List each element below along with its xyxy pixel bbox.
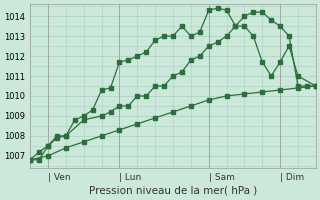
- X-axis label: Pression niveau de la mer( hPa ): Pression niveau de la mer( hPa ): [89, 186, 257, 196]
